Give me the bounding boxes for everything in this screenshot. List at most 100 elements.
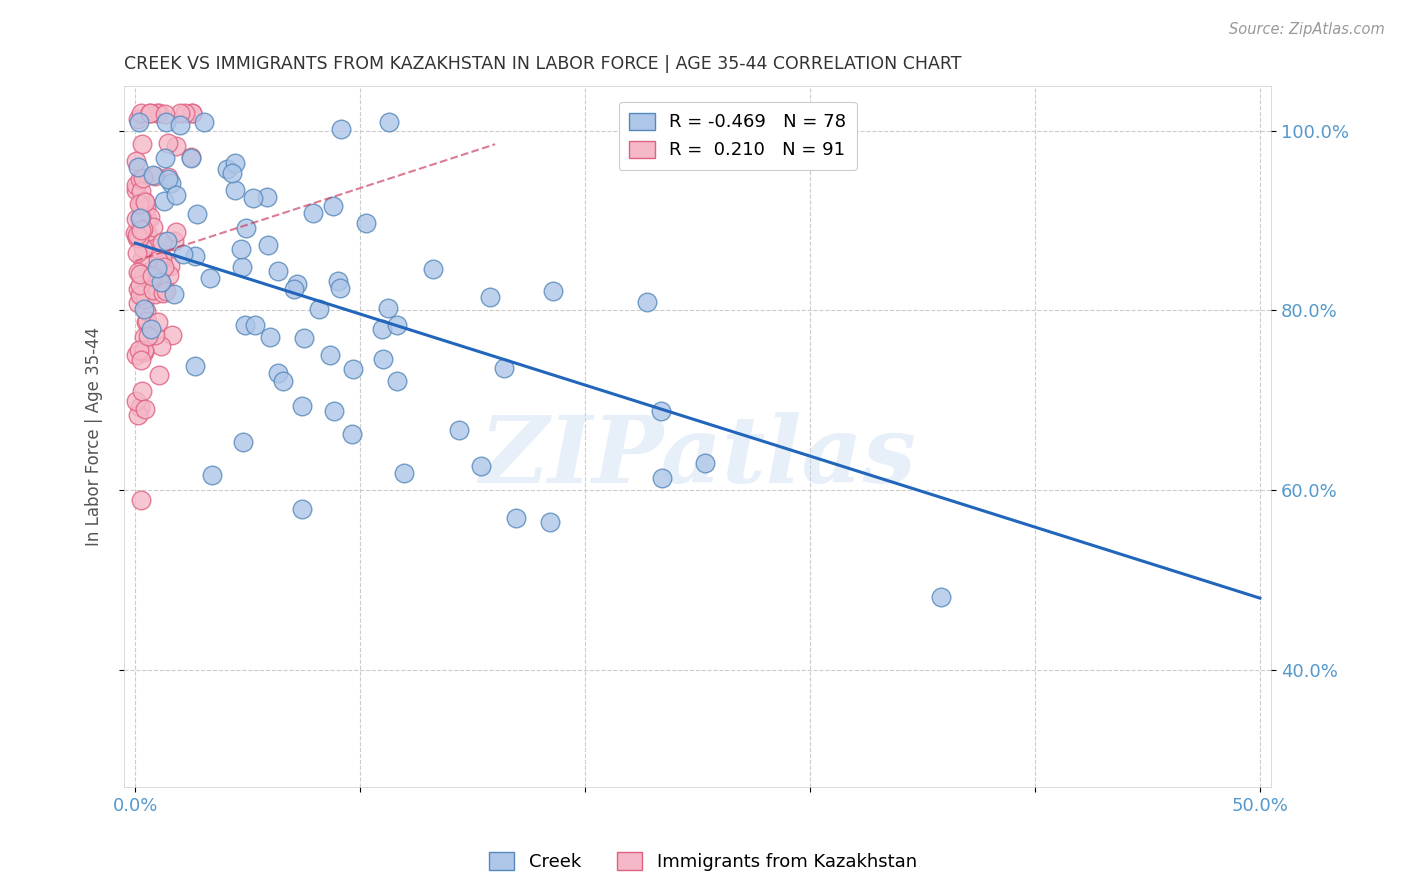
Point bbox=[159, 259, 181, 273]
Point bbox=[131, 252, 153, 266]
Text: Source: ZipAtlas.com: Source: ZipAtlas.com bbox=[1229, 22, 1385, 37]
Point bbox=[132, 194, 155, 209]
Point bbox=[169, 105, 191, 120]
Point bbox=[134, 195, 156, 210]
Point bbox=[155, 114, 177, 128]
Point bbox=[319, 348, 342, 362]
Point bbox=[165, 188, 187, 202]
Point bbox=[385, 374, 408, 388]
Point bbox=[650, 404, 672, 418]
Point bbox=[283, 282, 305, 296]
Point bbox=[128, 172, 150, 186]
Legend: R = -0.469   N = 78, R =  0.210   N = 91: R = -0.469 N = 78, R = 0.210 N = 91 bbox=[619, 102, 856, 170]
Point bbox=[125, 154, 148, 169]
Point bbox=[148, 105, 170, 120]
Point bbox=[157, 169, 180, 184]
Point bbox=[139, 264, 162, 278]
Point bbox=[291, 502, 314, 516]
Point bbox=[129, 493, 152, 508]
Point bbox=[157, 268, 180, 282]
Point bbox=[180, 151, 202, 165]
Point bbox=[329, 281, 352, 295]
Point bbox=[136, 329, 159, 343]
Point bbox=[163, 234, 186, 248]
Point bbox=[134, 402, 156, 417]
Legend: Creek, Immigrants from Kazakhstan: Creek, Immigrants from Kazakhstan bbox=[482, 846, 924, 879]
Point bbox=[139, 105, 162, 120]
Point bbox=[131, 170, 153, 185]
Point bbox=[150, 250, 173, 264]
Point bbox=[541, 284, 564, 298]
Point bbox=[169, 118, 191, 132]
Point bbox=[180, 105, 202, 120]
Point bbox=[322, 199, 344, 213]
Point bbox=[180, 150, 202, 164]
Point bbox=[142, 284, 165, 298]
Point bbox=[267, 264, 290, 278]
Point bbox=[134, 292, 156, 306]
Point bbox=[160, 176, 183, 190]
Point bbox=[132, 222, 155, 236]
Point bbox=[156, 234, 179, 248]
Point bbox=[651, 471, 673, 485]
Point bbox=[143, 241, 166, 255]
Point bbox=[142, 168, 165, 182]
Point bbox=[125, 178, 148, 193]
Point bbox=[342, 362, 364, 376]
Point bbox=[127, 282, 149, 296]
Point bbox=[233, 318, 256, 332]
Point bbox=[153, 107, 176, 121]
Point bbox=[198, 271, 221, 285]
Point bbox=[155, 284, 177, 298]
Point bbox=[184, 359, 207, 373]
Point bbox=[242, 191, 264, 205]
Point bbox=[135, 304, 157, 318]
Point bbox=[256, 238, 278, 252]
Point bbox=[172, 247, 194, 261]
Point bbox=[163, 286, 186, 301]
Point bbox=[129, 185, 152, 199]
Point bbox=[148, 253, 170, 268]
Point bbox=[128, 230, 150, 244]
Point bbox=[538, 515, 561, 529]
Point bbox=[354, 216, 377, 230]
Point bbox=[148, 368, 170, 383]
Point bbox=[224, 183, 246, 197]
Point bbox=[449, 423, 471, 437]
Point bbox=[128, 114, 150, 128]
Point bbox=[139, 210, 162, 224]
Point bbox=[128, 287, 150, 301]
Point bbox=[231, 242, 253, 256]
Point bbox=[157, 171, 180, 186]
Y-axis label: In Labor Force | Age 35-44: In Labor Force | Age 35-44 bbox=[86, 326, 103, 546]
Point bbox=[127, 296, 149, 310]
Point bbox=[330, 122, 353, 136]
Point bbox=[505, 511, 527, 525]
Point bbox=[235, 220, 257, 235]
Point bbox=[929, 590, 952, 604]
Point bbox=[152, 286, 174, 301]
Point bbox=[135, 212, 157, 227]
Point bbox=[492, 360, 515, 375]
Point bbox=[129, 105, 152, 120]
Point bbox=[129, 210, 152, 224]
Point bbox=[142, 220, 165, 235]
Point bbox=[149, 260, 172, 275]
Text: CREEK VS IMMIGRANTS FROM KAZAKHSTAN IN LABOR FORCE | AGE 35-44 CORRELATION CHART: CREEK VS IMMIGRANTS FROM KAZAKHSTAN IN L… bbox=[124, 55, 962, 73]
Point bbox=[129, 267, 152, 281]
Point bbox=[124, 226, 146, 240]
Point bbox=[150, 275, 173, 289]
Point bbox=[132, 270, 155, 285]
Point bbox=[124, 348, 146, 362]
Point bbox=[160, 328, 183, 343]
Point bbox=[148, 269, 170, 284]
Point bbox=[291, 399, 314, 413]
Point bbox=[180, 105, 202, 120]
Point bbox=[127, 408, 149, 422]
Point bbox=[302, 205, 325, 219]
Point bbox=[422, 262, 444, 277]
Point bbox=[132, 301, 155, 316]
Point bbox=[259, 330, 281, 344]
Point bbox=[128, 343, 150, 357]
Point bbox=[132, 345, 155, 359]
